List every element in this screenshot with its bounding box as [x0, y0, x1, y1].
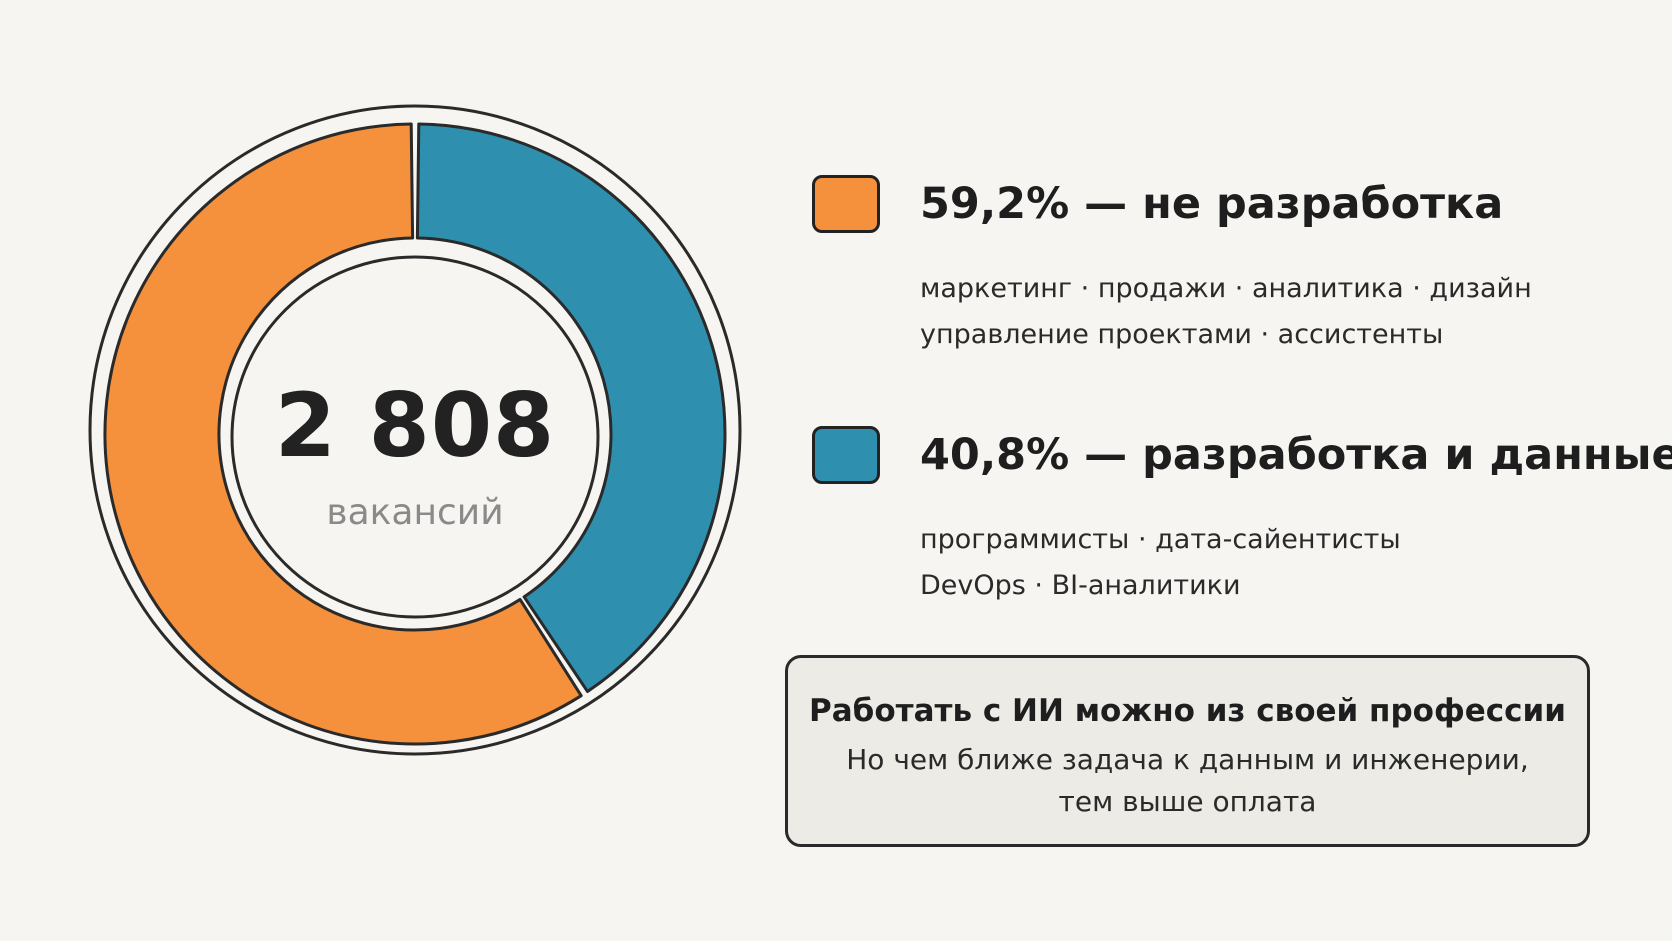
legend-description-line: DevOps · BI-аналитики — [920, 570, 1241, 601]
note-text: Но чем ближе задача к данным и инженерии… — [788, 739, 1587, 823]
insight-note-box: Работать с ИИ можно из своей профессии Н… — [785, 655, 1590, 847]
legend-description-line: управление проектами · ассистенты — [920, 319, 1444, 350]
donut-inner-circle — [230, 255, 600, 619]
donut-slice-non-development — [103, 122, 583, 746]
legend-swatch-blue — [812, 426, 880, 484]
total-vacancies-label: вакансий — [326, 492, 504, 533]
donut-chart — [88, 104, 742, 756]
legend-title: 40,8% — разработка и данные — [920, 430, 1672, 480]
legend-description-line: программисты · дата-сайентисты — [920, 524, 1401, 555]
note-text-line: тем выше оплата — [1058, 785, 1317, 818]
note-text-line: Но чем ближе задача к данным и инженерии… — [846, 743, 1529, 776]
total-vacancies-value: 2 808 — [274, 374, 556, 477]
legend-title: 59,2% — не разработка — [920, 179, 1504, 229]
note-title: Работать с ИИ можно из своей профессии — [809, 693, 1566, 729]
legend-swatch-orange — [812, 175, 880, 233]
legend-item-development-data: 40,8% — разработка и данные программисты… — [812, 426, 1672, 606]
donut-outer-outline — [88, 104, 742, 756]
legend-item-non-development: 59,2% — не разработка маркетинг · продаж… — [812, 175, 1632, 355]
donut-slice-development-data — [415, 122, 727, 694]
legend-description-line: маркетинг · продажи · аналитика · дизайн — [920, 273, 1532, 304]
